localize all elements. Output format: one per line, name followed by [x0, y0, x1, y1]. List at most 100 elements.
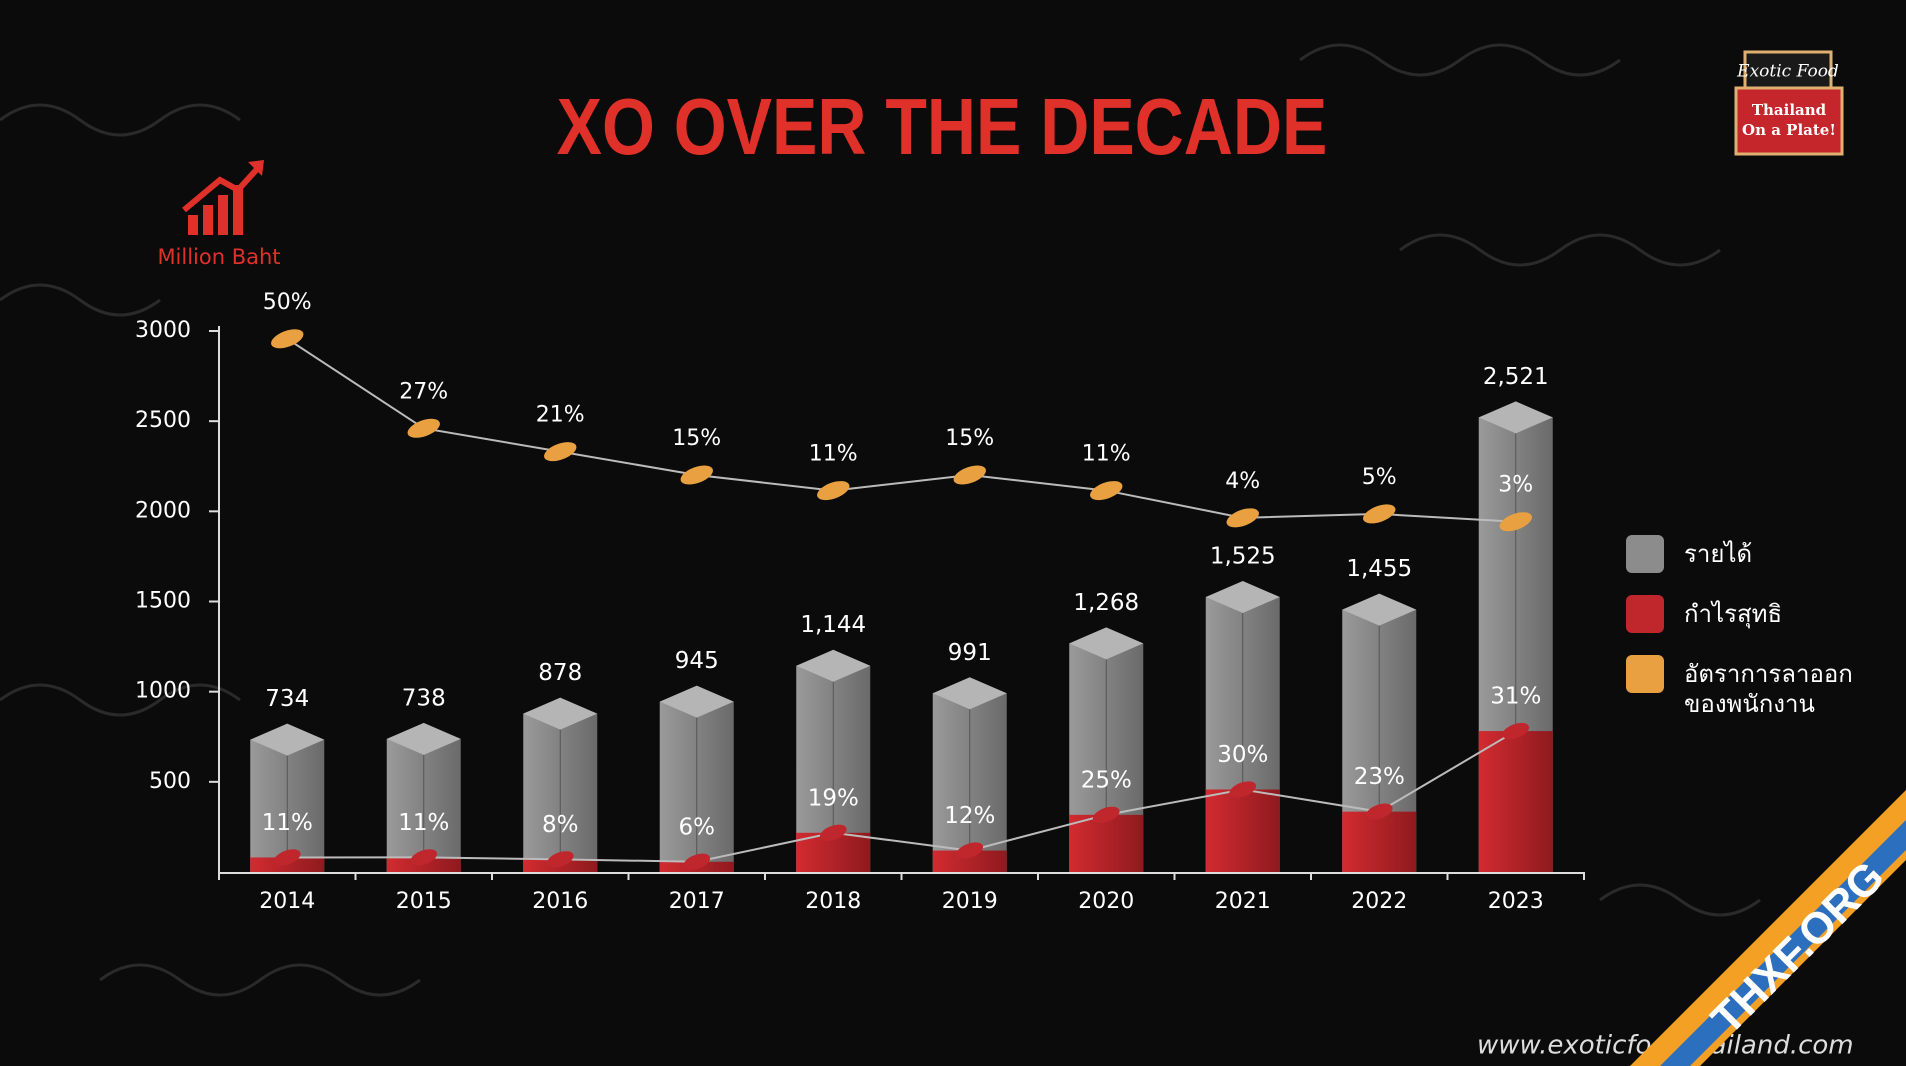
legend-swatch: [1626, 655, 1664, 693]
bar-top: [659, 685, 734, 718]
turnover-marker: [1363, 504, 1396, 524]
profit-segment: [1205, 789, 1280, 872]
legend-item: รายได้: [1626, 535, 1876, 573]
turnover-label: 50%: [263, 290, 312, 315]
profit-label: 8%: [542, 812, 579, 838]
logo-slogan: Thailand On a Plate!: [1742, 101, 1836, 139]
y-tick-label: 3000: [135, 318, 191, 343]
x-tick-label: 2014: [259, 889, 315, 914]
y-axis-icon: [182, 160, 264, 235]
y-tick-label: 1500: [135, 589, 191, 614]
background-waves: [0, 43, 1761, 997]
profit-label: 11%: [398, 810, 449, 836]
profit-marker: [819, 824, 847, 841]
profit-label: 31%: [1490, 684, 1541, 710]
profit-segment: [1069, 814, 1144, 872]
x-tick-label: 2019: [942, 889, 998, 914]
turnover-marker: [271, 329, 304, 349]
revenue-label: 1,455: [1346, 556, 1412, 582]
revenue-label: 2,521: [1483, 364, 1549, 390]
turnover-line: [286, 337, 1516, 523]
revenue-label: 738: [402, 685, 446, 711]
turnover-label: 21%: [536, 403, 585, 428]
x-tick-label: 2021: [1215, 889, 1271, 914]
turnover-marker: [407, 418, 440, 438]
profit-marker: [1502, 722, 1530, 740]
profit-label: 6%: [679, 814, 716, 840]
revenue-label: 1,525: [1210, 543, 1276, 569]
legend: รายได้กำไรสุทธิอัตราการลาออกของพนักงาน: [1626, 535, 1876, 741]
turnover-label: 3%: [1498, 473, 1533, 498]
bar-top: [386, 722, 461, 755]
legend-label: กำไรสุทธิ: [1684, 600, 1783, 628]
profit-label: 25%: [1081, 767, 1132, 793]
watermark: THXF.ORG: [1702, 852, 1894, 1044]
profit-label: 30%: [1217, 742, 1268, 768]
profit-segment: [1342, 811, 1417, 872]
turnover-marker: [817, 481, 850, 501]
watermark-banner: THXF.ORG: [1630, 790, 1906, 1066]
bar-top: [932, 677, 1007, 710]
x-tick-label: 2023: [1488, 889, 1544, 914]
x-tick-label: 2017: [669, 889, 725, 914]
turnover-marker: [544, 442, 577, 462]
revenue-label: 878: [538, 660, 582, 686]
y-tick-label: 1000: [135, 679, 191, 704]
profit-segment: [1478, 731, 1553, 872]
y-tick-label: 2500: [135, 408, 191, 433]
bar-top: [1205, 580, 1280, 613]
turnover-label: 11%: [809, 442, 858, 467]
turnover-label: 27%: [399, 379, 448, 404]
plot: 500 1000 1500 2000 2500 3000 2014 734 11% 2015 738…: [135, 290, 1585, 914]
bar-top: [250, 723, 325, 756]
profit-label: 23%: [1354, 764, 1405, 790]
legend-label: รายได้: [1684, 540, 1753, 568]
x-tick-label: 2015: [396, 889, 452, 914]
x-tick-label: 2022: [1351, 889, 1407, 914]
turnover-marker: [1090, 481, 1123, 501]
y-tick-label: 2000: [135, 498, 191, 523]
profit-marker: [1092, 806, 1120, 823]
bar-top: [796, 649, 871, 682]
bar-top: [1478, 401, 1553, 434]
legend-swatch: [1626, 535, 1664, 573]
turnover-label: 4%: [1225, 469, 1260, 494]
bar-top: [1342, 593, 1417, 626]
chart-title: XO OVER THE DECADE: [557, 82, 1328, 171]
turnover-marker: [1499, 512, 1532, 532]
x-tick-label: 2018: [805, 889, 861, 914]
legend-item: อัตราการลาออกของพนักงาน: [1626, 655, 1876, 719]
profit-marker: [956, 842, 984, 859]
profit-label: 12%: [944, 803, 995, 829]
revenue-label: 1,268: [1073, 590, 1139, 616]
turnover-label: 11%: [1082, 442, 1131, 467]
revenue-label: 1,144: [800, 612, 866, 638]
profit-marker: [410, 849, 438, 866]
profit-marker: [1229, 781, 1257, 798]
turnover-marker: [953, 465, 986, 485]
revenue-label: 734: [265, 686, 309, 712]
turnover-marker: [1226, 508, 1259, 528]
profit-marker: [273, 849, 301, 866]
profit-marker: [683, 853, 711, 870]
x-tick-label: 2016: [532, 889, 588, 914]
profit-label: 19%: [808, 785, 859, 811]
legend-swatch: [1626, 595, 1664, 633]
logo: Exotic Food Thailand On a Plate!: [1734, 50, 1844, 156]
legend-label: อัตราการลาออกของพนักงาน: [1684, 660, 1853, 718]
turnover-label: 15%: [672, 426, 721, 451]
bar-top: [523, 697, 598, 730]
profit-marker: [1365, 803, 1393, 820]
legend-item: กำไรสุทธิ: [1626, 595, 1876, 633]
y-tick-label: 500: [149, 769, 191, 794]
profit-segment: [932, 850, 1007, 872]
profit-line: [287, 730, 1517, 863]
logo-brand: Exotic Food: [1736, 62, 1839, 82]
y-axis-label: Million Baht: [157, 245, 280, 269]
turnover-marker: [680, 465, 713, 485]
revenue-label: 991: [948, 640, 992, 666]
turnover-label: 15%: [945, 426, 994, 451]
profit-label: 11%: [262, 810, 313, 836]
